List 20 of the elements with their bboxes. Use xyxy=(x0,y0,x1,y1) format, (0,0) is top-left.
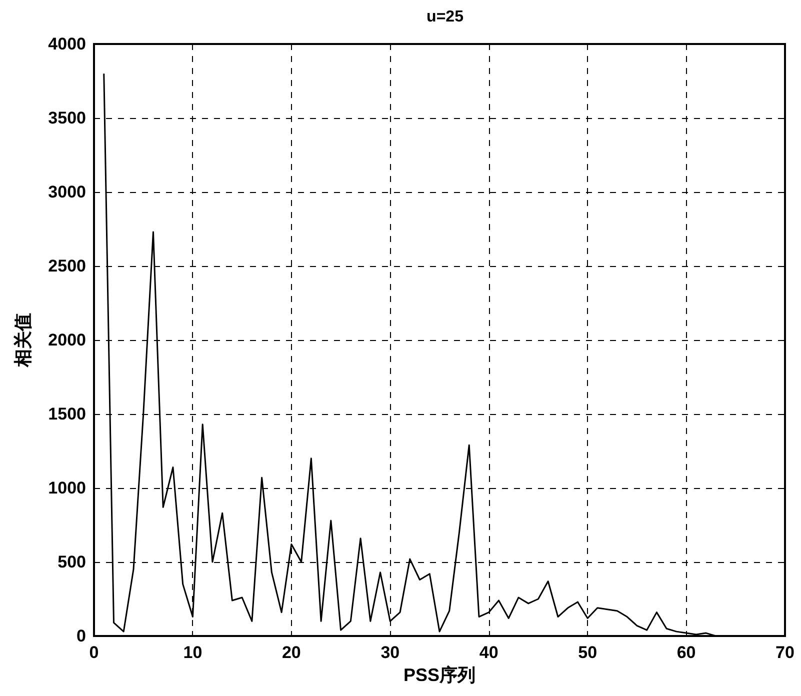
y-tick-label: 500 xyxy=(58,552,86,572)
x-axis-title: PSS序列 xyxy=(403,665,476,685)
chart-title: u=25 xyxy=(426,8,464,26)
x-tick-label: 20 xyxy=(282,643,301,662)
y-tick-label: 2000 xyxy=(48,330,86,350)
x-tick-label: 0 xyxy=(89,643,99,662)
y-tick-label: 1500 xyxy=(48,404,86,424)
y-tick-label: 4000 xyxy=(48,34,86,54)
y-tick-label: 2500 xyxy=(48,256,86,276)
x-tick-label: 10 xyxy=(183,643,202,662)
y-axis-title: 相关值 xyxy=(13,313,33,368)
x-tick-label: 60 xyxy=(676,643,696,662)
y-tick-label: 1000 xyxy=(48,478,86,498)
y-tick-label: 3000 xyxy=(48,182,86,202)
x-tick-label: 30 xyxy=(380,643,400,662)
y-tick-label: 0 xyxy=(76,626,86,646)
x-tick-label: 70 xyxy=(776,643,794,662)
x-tick-label: 40 xyxy=(479,643,498,662)
x-tick-label: 50 xyxy=(578,643,598,662)
y-tick-label: 3500 xyxy=(48,108,86,128)
